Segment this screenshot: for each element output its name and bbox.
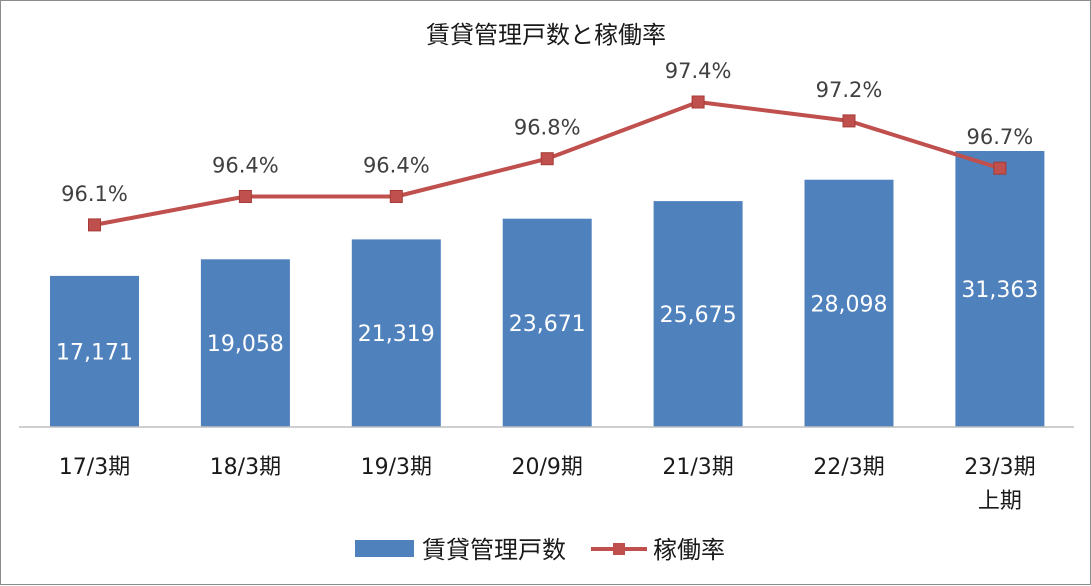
rate-value-label-4: 97.4% (665, 59, 732, 83)
category-label-5: 22/3期 (813, 455, 884, 480)
bar-3 (502, 218, 592, 427)
bar-value-label-2: 21,319 (358, 322, 435, 347)
bar-value-label-0: 17,171 (56, 340, 133, 365)
line-layer (88, 95, 1007, 232)
line-labels-layer: 96.1% 96.4% 96.4% 96.8% 97.4% 97.2% 96.7% (61, 59, 1033, 206)
rate-value-label-5: 97.2% (816, 78, 883, 102)
category-label-1: 18/3期 (210, 455, 281, 480)
bar-value-label-1: 19,058 (207, 332, 284, 357)
bar-6 (955, 151, 1045, 427)
category-label-0: 17/3期 (59, 455, 130, 480)
rate-marker-1 (238, 190, 252, 203)
rate-marker-2 (389, 190, 403, 203)
bar-5 (804, 179, 894, 427)
category-label-4: 21/3期 (662, 455, 733, 480)
bar-0 (50, 275, 139, 427)
rate-marker-3 (540, 152, 554, 166)
legend-label-line: 稼働率 (653, 536, 725, 564)
rate-value-label-6: 96.7% (967, 125, 1034, 149)
rate-value-label-2: 96.4% (363, 154, 430, 178)
category-label-2: 19/3期 (361, 455, 432, 480)
bar-2 (351, 239, 441, 427)
legend-label-bar: 賃貸管理戸数 (422, 536, 566, 564)
rate-value-label-0: 96.1% (61, 182, 128, 206)
rate-marker-6 (993, 161, 1007, 175)
legend-swatch-marker (613, 543, 625, 555)
bar-labels-layer: 17,171 19,058 21,319 23,671 25,675 28,098 31,3… (56, 278, 1038, 365)
rate-value-label-1: 96.4% (212, 154, 279, 178)
bar-value-label-6: 31,363 (961, 278, 1038, 303)
bar-4 (653, 201, 743, 427)
rate-marker-0 (88, 218, 101, 232)
legend: 賃貸管理戸数 稼働率 (355, 536, 725, 564)
rate-marker-5 (842, 114, 856, 128)
bar-1 (200, 259, 290, 427)
legend-swatch-bar (355, 540, 414, 557)
bar-value-label-5: 28,098 (811, 292, 888, 317)
chart-title: 賃貸管理戸数と稼働率 (426, 21, 666, 49)
rate-marker-4 (691, 95, 705, 109)
bar-value-label-3: 23,671 (509, 312, 586, 337)
category-label-6: 23/3期 (964, 455, 1035, 480)
category-label-3: 20/9期 (511, 455, 582, 480)
category-label-6-line-2: 上期 (978, 489, 1022, 514)
rate-value-label-3: 96.8% (514, 116, 581, 140)
bar-value-label-4: 25,675 (660, 303, 737, 328)
bars-layer (50, 151, 1045, 427)
